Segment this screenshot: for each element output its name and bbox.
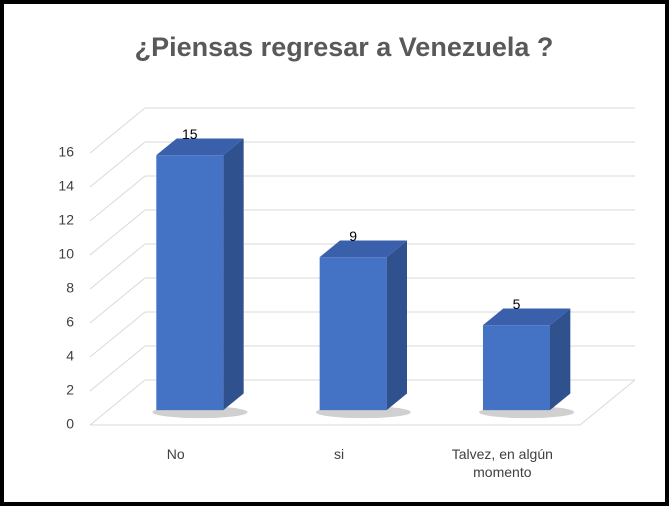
bar-side bbox=[223, 138, 244, 411]
grid-line bbox=[89, 311, 146, 358]
floor-edge bbox=[579, 379, 636, 426]
chart-title: ¿Piensas regresar a Venezuela ? bbox=[135, 32, 554, 62]
bar bbox=[156, 155, 224, 411]
grid-line bbox=[89, 277, 146, 324]
grid-line bbox=[89, 141, 146, 188]
y-tick-label: 16 bbox=[58, 144, 74, 160]
y-tick-label: 2 bbox=[66, 382, 74, 398]
x-tick-label: Talvez, en algún momento bbox=[451, 446, 553, 480]
y-tick-label: 12 bbox=[58, 212, 74, 228]
grid-line bbox=[89, 379, 146, 426]
data-label: 15 bbox=[182, 126, 198, 142]
bar bbox=[319, 257, 387, 411]
bar-side bbox=[386, 240, 407, 411]
grid-line bbox=[89, 175, 146, 222]
bar-top bbox=[156, 138, 244, 156]
grid-line bbox=[89, 209, 146, 256]
grid-line bbox=[89, 345, 146, 392]
bar-top bbox=[319, 240, 407, 258]
y-tick-label: 6 bbox=[66, 314, 74, 330]
bar bbox=[482, 325, 550, 411]
x-tick-label: No bbox=[166, 446, 185, 462]
y-tick-label: 14 bbox=[58, 178, 74, 194]
chart: ¿Piensas regresar a Venezuela ? 0 2 4 6 8 10 1… bbox=[58, 32, 636, 432]
y-tick-label: 8 bbox=[66, 280, 74, 296]
bar-top bbox=[482, 308, 571, 326]
y-tick-label: 4 bbox=[66, 348, 74, 364]
x-tick-label: si bbox=[333, 446, 345, 462]
y-tick-label: 0 bbox=[66, 416, 74, 432]
y-tick-label: 10 bbox=[58, 246, 74, 262]
data-label: 5 bbox=[513, 296, 521, 312]
grid-line bbox=[89, 107, 146, 154]
grid-line bbox=[89, 243, 146, 290]
data-label: 9 bbox=[349, 228, 357, 244]
bar-side bbox=[549, 308, 571, 411]
